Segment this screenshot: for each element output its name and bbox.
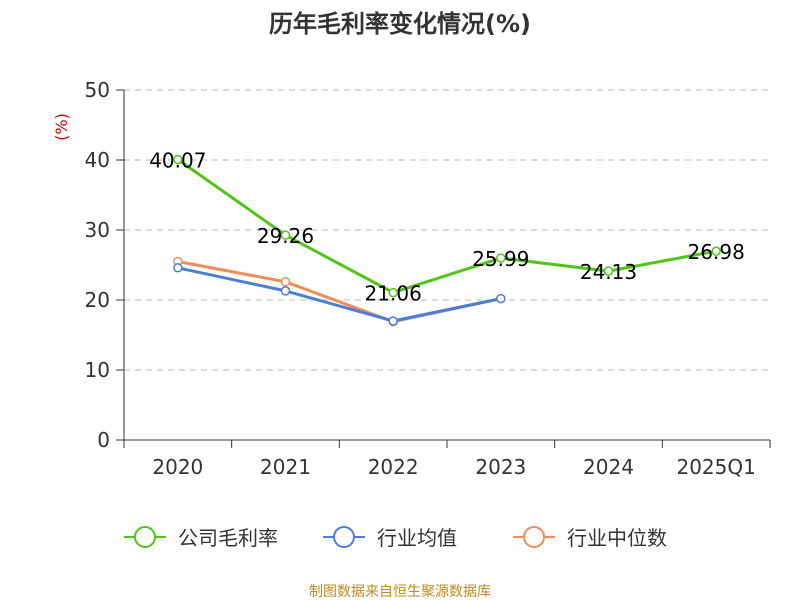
axes: 0 10 20 30 40 50 2020 2021 2022 2023 2024 2025Q1 bbox=[85, 78, 771, 479]
x-tick-label: 2020 bbox=[152, 455, 203, 479]
data-point bbox=[173, 154, 183, 165]
x-tick-label: 2024 bbox=[583, 455, 634, 479]
legend-item[interactable]: 行业均值 bbox=[323, 526, 457, 550]
data-point bbox=[603, 266, 614, 276]
data-point bbox=[280, 277, 291, 287]
legend-item[interactable]: 公司毛利率 bbox=[124, 526, 278, 550]
legend-marker bbox=[523, 526, 545, 548]
data-labels: 40.07 29.26 21.06 25.99 24.13 26.98 bbox=[149, 149, 745, 306]
data-point bbox=[496, 253, 506, 263]
y-axis-label: (%) bbox=[52, 113, 71, 141]
x-tick-label: 2021 bbox=[260, 455, 311, 479]
legend-item[interactable]: 行业中位数 bbox=[513, 526, 667, 550]
data-point bbox=[711, 246, 721, 256]
source-note: 制图数据来自恒生聚源数据库 bbox=[309, 584, 491, 600]
legend-marker bbox=[134, 526, 156, 548]
legend-marker bbox=[333, 526, 355, 548]
data-point bbox=[280, 230, 291, 240]
data-label: 40.07 bbox=[149, 149, 206, 173]
legend[interactable]: 公司毛利率 行业均值 行业中位数 bbox=[124, 526, 667, 550]
data-label: 29.26 bbox=[257, 224, 314, 248]
legend-label: 公司毛利率 bbox=[178, 526, 278, 550]
series-line bbox=[176, 158, 718, 295]
data-label: 24.13 bbox=[580, 260, 637, 284]
legend-label: 行业中位数 bbox=[567, 526, 667, 550]
data-label: 21.06 bbox=[365, 282, 422, 306]
data-point bbox=[173, 263, 183, 273]
series-lines bbox=[173, 154, 721, 327]
x-tick-label: 2023 bbox=[475, 455, 526, 479]
data-label: 26.98 bbox=[688, 240, 745, 264]
data-point bbox=[388, 287, 398, 298]
y-tick-label: 50 bbox=[85, 78, 110, 102]
x-tick-label: 2025Q1 bbox=[676, 455, 755, 479]
series-line bbox=[176, 266, 503, 323]
y-tick-label: 0 bbox=[97, 428, 110, 452]
y-tick-label: 30 bbox=[85, 218, 110, 242]
data-point bbox=[388, 316, 398, 326]
x-tick-label: 2022 bbox=[368, 455, 419, 479]
y-tick-label: 40 bbox=[85, 148, 110, 172]
grid-lines bbox=[124, 89, 770, 371]
y-tick-label: 20 bbox=[85, 288, 110, 312]
data-point bbox=[280, 286, 291, 296]
y-tick-label: 10 bbox=[85, 358, 110, 382]
data-point bbox=[496, 293, 506, 304]
chart-title: 历年毛利率变化情况(%) bbox=[269, 10, 531, 38]
series-line bbox=[176, 260, 503, 324]
data-label: 25.99 bbox=[472, 247, 529, 271]
legend-label: 行业均值 bbox=[377, 526, 457, 550]
